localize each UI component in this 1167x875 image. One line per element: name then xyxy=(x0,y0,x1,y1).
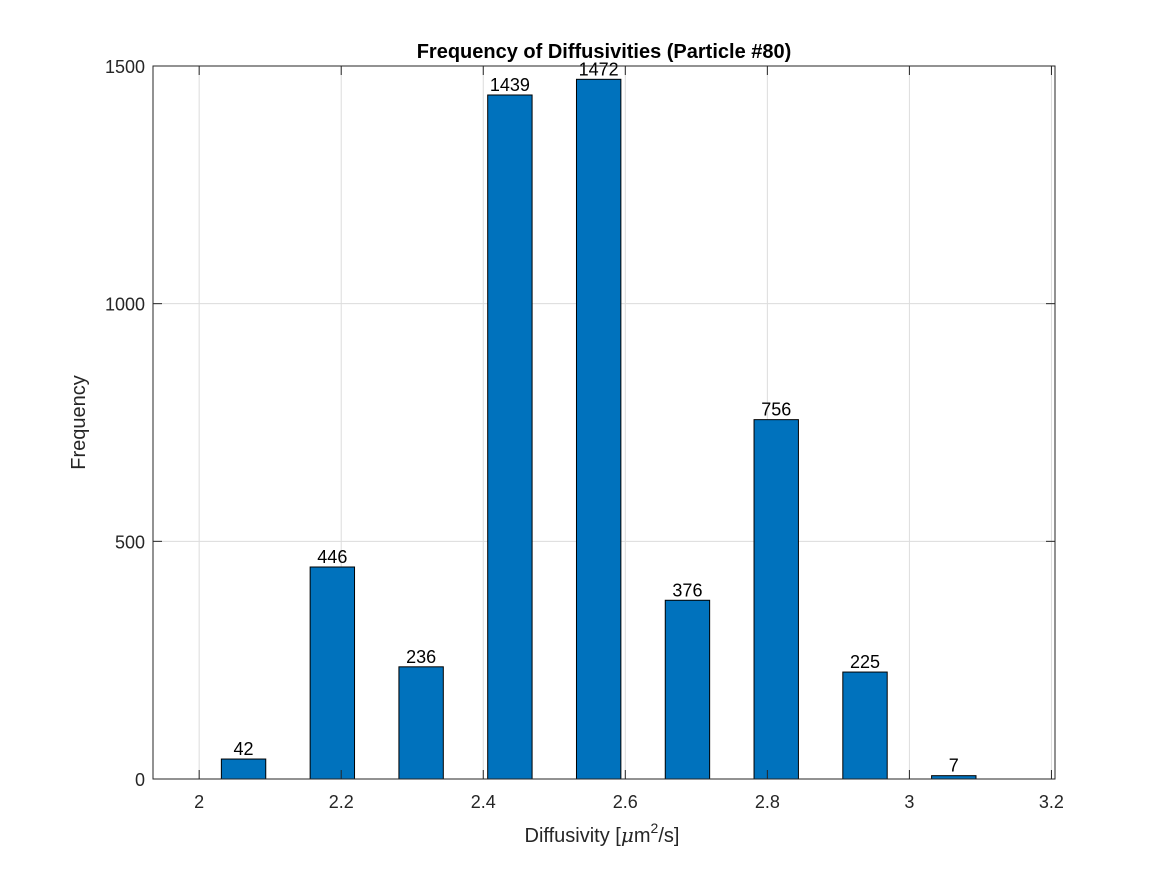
x-tick-label: 2.4 xyxy=(471,792,496,812)
bar-value-label: 1439 xyxy=(490,75,530,95)
x-axis-label-unit: m xyxy=(634,825,651,847)
bar-value-label: 376 xyxy=(672,580,702,600)
bar xyxy=(575,78,622,780)
data-labels: 42 446 236 1439 1472 376 756 225 7 xyxy=(234,59,959,775)
y-axis-label: Frequency xyxy=(68,375,90,470)
bar xyxy=(398,666,444,780)
y-tick-label: 1000 xyxy=(105,295,145,315)
bar-value-label: 7 xyxy=(949,756,959,776)
bar xyxy=(309,566,356,780)
bar xyxy=(664,599,711,780)
x-tick-label: 3 xyxy=(904,792,914,812)
bar-value-label: 756 xyxy=(761,400,791,420)
bar xyxy=(487,94,533,780)
x-axis-label-sup: 2 xyxy=(651,820,659,836)
bars xyxy=(220,78,977,780)
x-tick-label: 2.2 xyxy=(329,792,354,812)
bar-value-label: 446 xyxy=(317,547,347,567)
bar xyxy=(220,758,267,780)
x-axis-label: Diffusivity [μm2/s] xyxy=(525,820,680,847)
bar-value-label: 236 xyxy=(406,647,436,667)
axis-ticks: 2 2.2 2.4 2.6 2.8 3 3.2 0 500 1000 1500 xyxy=(105,57,1064,812)
x-axis-label-prefix: Diffusivity [ xyxy=(525,825,622,847)
bar-value-label: 225 xyxy=(850,652,880,672)
x-axis-label-mu: μ xyxy=(621,823,634,847)
bar-value-label: 42 xyxy=(234,739,254,759)
bar-value-label: 1472 xyxy=(579,59,619,79)
y-tick-label: 500 xyxy=(115,532,145,552)
x-tick-label: 2.6 xyxy=(613,792,638,812)
bar xyxy=(753,419,799,780)
x-axis-label-suffix: /s] xyxy=(658,825,679,847)
plot-frame xyxy=(152,65,1056,780)
y-tick-label: 1500 xyxy=(105,57,145,77)
chart-title: Frequency of Diffusivities (Particle #80… xyxy=(417,41,792,63)
bar xyxy=(842,671,888,780)
x-tick-label: 3.2 xyxy=(1039,792,1064,812)
x-tick-label: 2.8 xyxy=(755,792,780,812)
x-tick-label: 2 xyxy=(194,792,204,812)
y-tick-label: 0 xyxy=(135,770,145,790)
